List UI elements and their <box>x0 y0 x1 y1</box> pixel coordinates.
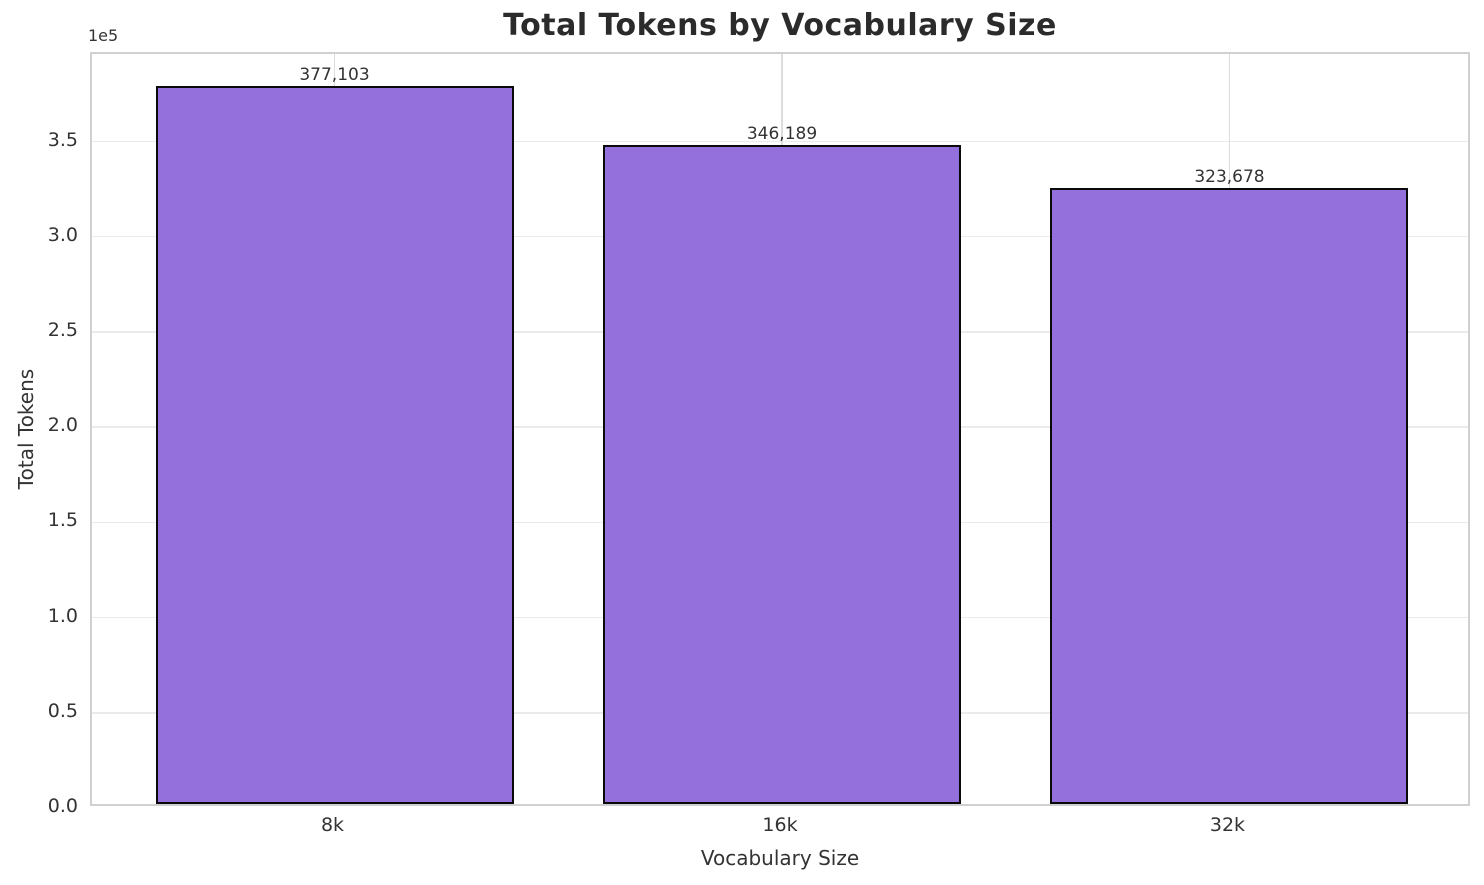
y-tick-label: 1.5 <box>47 509 78 532</box>
y-axis-label: Total Tokens <box>14 368 38 490</box>
y-tick-label: 2.0 <box>47 414 78 437</box>
bar-value-label: 323,678 <box>1194 166 1265 187</box>
bar-value-label: 377,103 <box>299 64 370 85</box>
bar-32k <box>1050 187 1409 804</box>
y-tick-label: 1.0 <box>47 604 78 627</box>
y-tick-label: 0.0 <box>47 795 78 817</box>
x-axis-label: Vocabulary Size <box>700 846 860 870</box>
x-tick-label: 16k <box>762 814 798 836</box>
plot-area: 377,103 346,189 323,678 <box>90 52 1470 806</box>
y-tick-label: 2.5 <box>47 318 78 341</box>
bar-16k <box>603 144 961 804</box>
y-tick-label: 3.5 <box>47 128 78 151</box>
x-tick-label: 8k <box>320 814 345 836</box>
y-axis-offset-text: 1e5 <box>88 26 119 45</box>
y-tick-label: 3.0 <box>47 223 78 246</box>
x-tick-label: 32k <box>1209 814 1246 836</box>
y-tick-label: 0.5 <box>47 699 78 722</box>
y-gridline <box>92 140 1468 143</box>
chart-title: Total Tokens by Vocabulary Size <box>503 8 1057 43</box>
bar-8k <box>155 85 514 804</box>
bar-value-label: 346,189 <box>746 123 818 144</box>
